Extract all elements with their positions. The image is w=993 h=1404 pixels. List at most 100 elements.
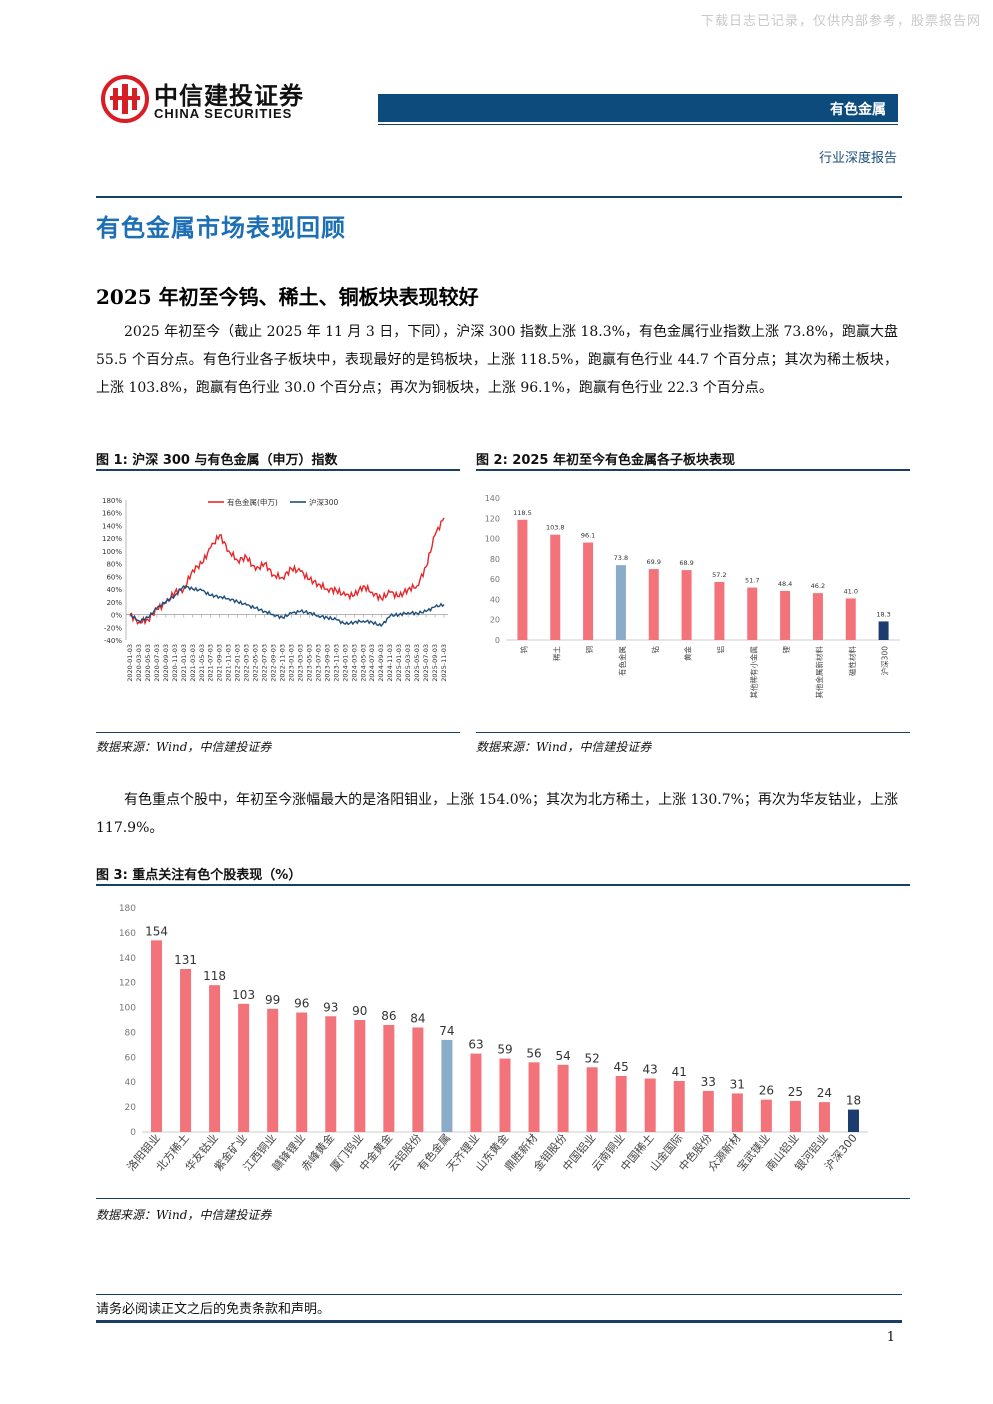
logo-text-en: CHINA SECURITIES <box>154 106 293 121</box>
paragraph-1: 2025 年初至今（截止 2025 年 11 月 3 日，下同），沪深 300 … <box>96 324 898 396</box>
bar <box>702 1090 714 1132</box>
figure-1-source: 数据来源：Wind，中信建投证券 <box>96 740 272 754</box>
figure-2-source: 数据来源：Wind，中信建投证券 <box>476 740 652 754</box>
bar <box>747 587 758 640</box>
bar <box>731 1093 743 1132</box>
data-label: 103.8 <box>546 524 565 532</box>
bar <box>441 1039 453 1132</box>
data-label: 57.2 <box>712 571 726 579</box>
data-label: 52 <box>584 1051 599 1065</box>
y-tick-label: -40% <box>104 637 122 645</box>
chart1-series <box>129 517 445 628</box>
data-label: 63 <box>468 1038 483 1052</box>
y-tick-label: 40 <box>125 1078 137 1088</box>
x-tick-label: 2023-07-03 <box>314 644 322 682</box>
data-label: 25 <box>788 1085 803 1099</box>
data-label: 41 <box>672 1065 687 1079</box>
data-label: 45 <box>614 1060 629 1074</box>
x-tick-label: 2022-11-03 <box>279 644 287 682</box>
figure-1-bottom-rule <box>96 732 460 733</box>
bar <box>583 542 594 640</box>
bar <box>209 985 221 1132</box>
category-label: 沪深300 <box>880 646 890 676</box>
bar <box>238 1003 250 1132</box>
series-line-0 <box>129 517 445 626</box>
figure-3-rule <box>96 884 910 886</box>
y-tick-label: 100 <box>119 1004 136 1014</box>
data-label: 154 <box>145 924 168 938</box>
y-tick-label: 20 <box>125 1103 137 1113</box>
x-tick-label: 2025-09-03 <box>431 644 439 682</box>
data-label: 59 <box>497 1043 512 1057</box>
data-label: 26 <box>759 1084 774 1098</box>
x-tick-label: 2021-03-03 <box>189 644 197 682</box>
figure-1-rule <box>96 469 460 471</box>
data-label: 131 <box>174 953 197 967</box>
data-label: 74 <box>439 1024 454 1038</box>
x-tick-label: 2022-07-03 <box>261 644 269 682</box>
x-tick-label: 2022-05-03 <box>252 644 260 682</box>
y-tick-label: 0 <box>130 1128 136 1138</box>
y-tick-label: 140 <box>119 954 136 964</box>
y-tick-label: 180% <box>102 497 122 505</box>
x-tick-label: 2024-11-03 <box>386 644 394 682</box>
x-tick-label: 2022-01-03 <box>234 644 242 682</box>
data-label: 46.2 <box>811 582 825 590</box>
x-tick-label: 2020-01-03 <box>126 644 134 682</box>
banner-underline <box>378 124 898 125</box>
x-tick-label: 2024-09-03 <box>377 644 385 682</box>
category-label: 其他稀有小金属 <box>748 646 758 699</box>
data-label: 41.0 <box>844 587 858 595</box>
bar <box>325 1016 337 1132</box>
bar <box>760 1099 772 1132</box>
bar <box>586 1067 598 1132</box>
x-tick-label: 2025-05-03 <box>413 644 421 682</box>
chart1-legend: 有色金属(申万) 沪深300 <box>208 497 339 507</box>
figure-3-source: 数据来源：Wind，中信建投证券 <box>96 1208 272 1222</box>
bar <box>412 1027 424 1132</box>
data-label: 103 <box>232 988 255 1002</box>
y-tick-label: 180 <box>119 904 136 914</box>
bar <box>714 581 725 640</box>
category-label: 铜 <box>584 646 594 654</box>
banner-label: 有色金属 <box>830 102 886 118</box>
x-tick-label: 2023-09-03 <box>323 644 331 682</box>
x-tick-label: 2024-07-03 <box>368 644 376 682</box>
bar <box>644 1078 656 1132</box>
legend-label: 沪深300 <box>309 497 339 507</box>
x-tick-label: 2025-03-03 <box>404 644 412 682</box>
page-number: 1 <box>886 1330 895 1345</box>
line-chart-index: 180% 160% 140% 120% 100% 80% 60% 40% 20% 0% -20% -4… <box>102 497 448 682</box>
y-tick-label: 20 <box>490 616 500 625</box>
data-label: 99 <box>265 993 280 1007</box>
figure-2-bottom-rule <box>476 732 910 733</box>
category-label: 黄金 <box>683 646 693 661</box>
bar <box>151 940 163 1132</box>
data-label: 51.7 <box>745 577 759 585</box>
y-tick-label: 100 <box>485 535 500 544</box>
x-tick-label: 2023-03-03 <box>296 644 304 682</box>
x-tick-label: 2024-05-03 <box>359 644 367 682</box>
category-label: 锂 <box>781 646 791 654</box>
y-tick-label: -20% <box>104 624 122 632</box>
chart1-axes: 180% 160% 140% 120% 100% 80% 60% 40% 20% 0% -20% -4… <box>102 497 448 682</box>
data-label: 93 <box>323 1000 338 1014</box>
y-tick-label: 140 <box>485 494 500 503</box>
bar <box>847 1109 859 1132</box>
footer-rule-top <box>96 1294 902 1295</box>
y-tick-label: 160% <box>102 510 122 518</box>
x-tick-label: 2021-01-03 <box>180 644 188 682</box>
bar <box>812 593 823 640</box>
y-tick-label: 60% <box>106 573 122 581</box>
category-label: 稀土 <box>551 646 561 661</box>
category-label: 铝 <box>715 646 725 654</box>
bar <box>673 1080 685 1132</box>
legend-label: 有色金属(申万) <box>227 497 278 507</box>
y-tick-label: 80 <box>490 555 500 564</box>
data-label: 18.3 <box>876 610 890 618</box>
category-label: 钴 <box>650 646 660 654</box>
bar <box>528 1062 540 1132</box>
bar <box>296 1012 308 1132</box>
x-tick-label: 2020-05-03 <box>144 644 152 682</box>
subheading: 2025 年初至今钨、稀土、铜板块表现较好 <box>96 285 479 309</box>
